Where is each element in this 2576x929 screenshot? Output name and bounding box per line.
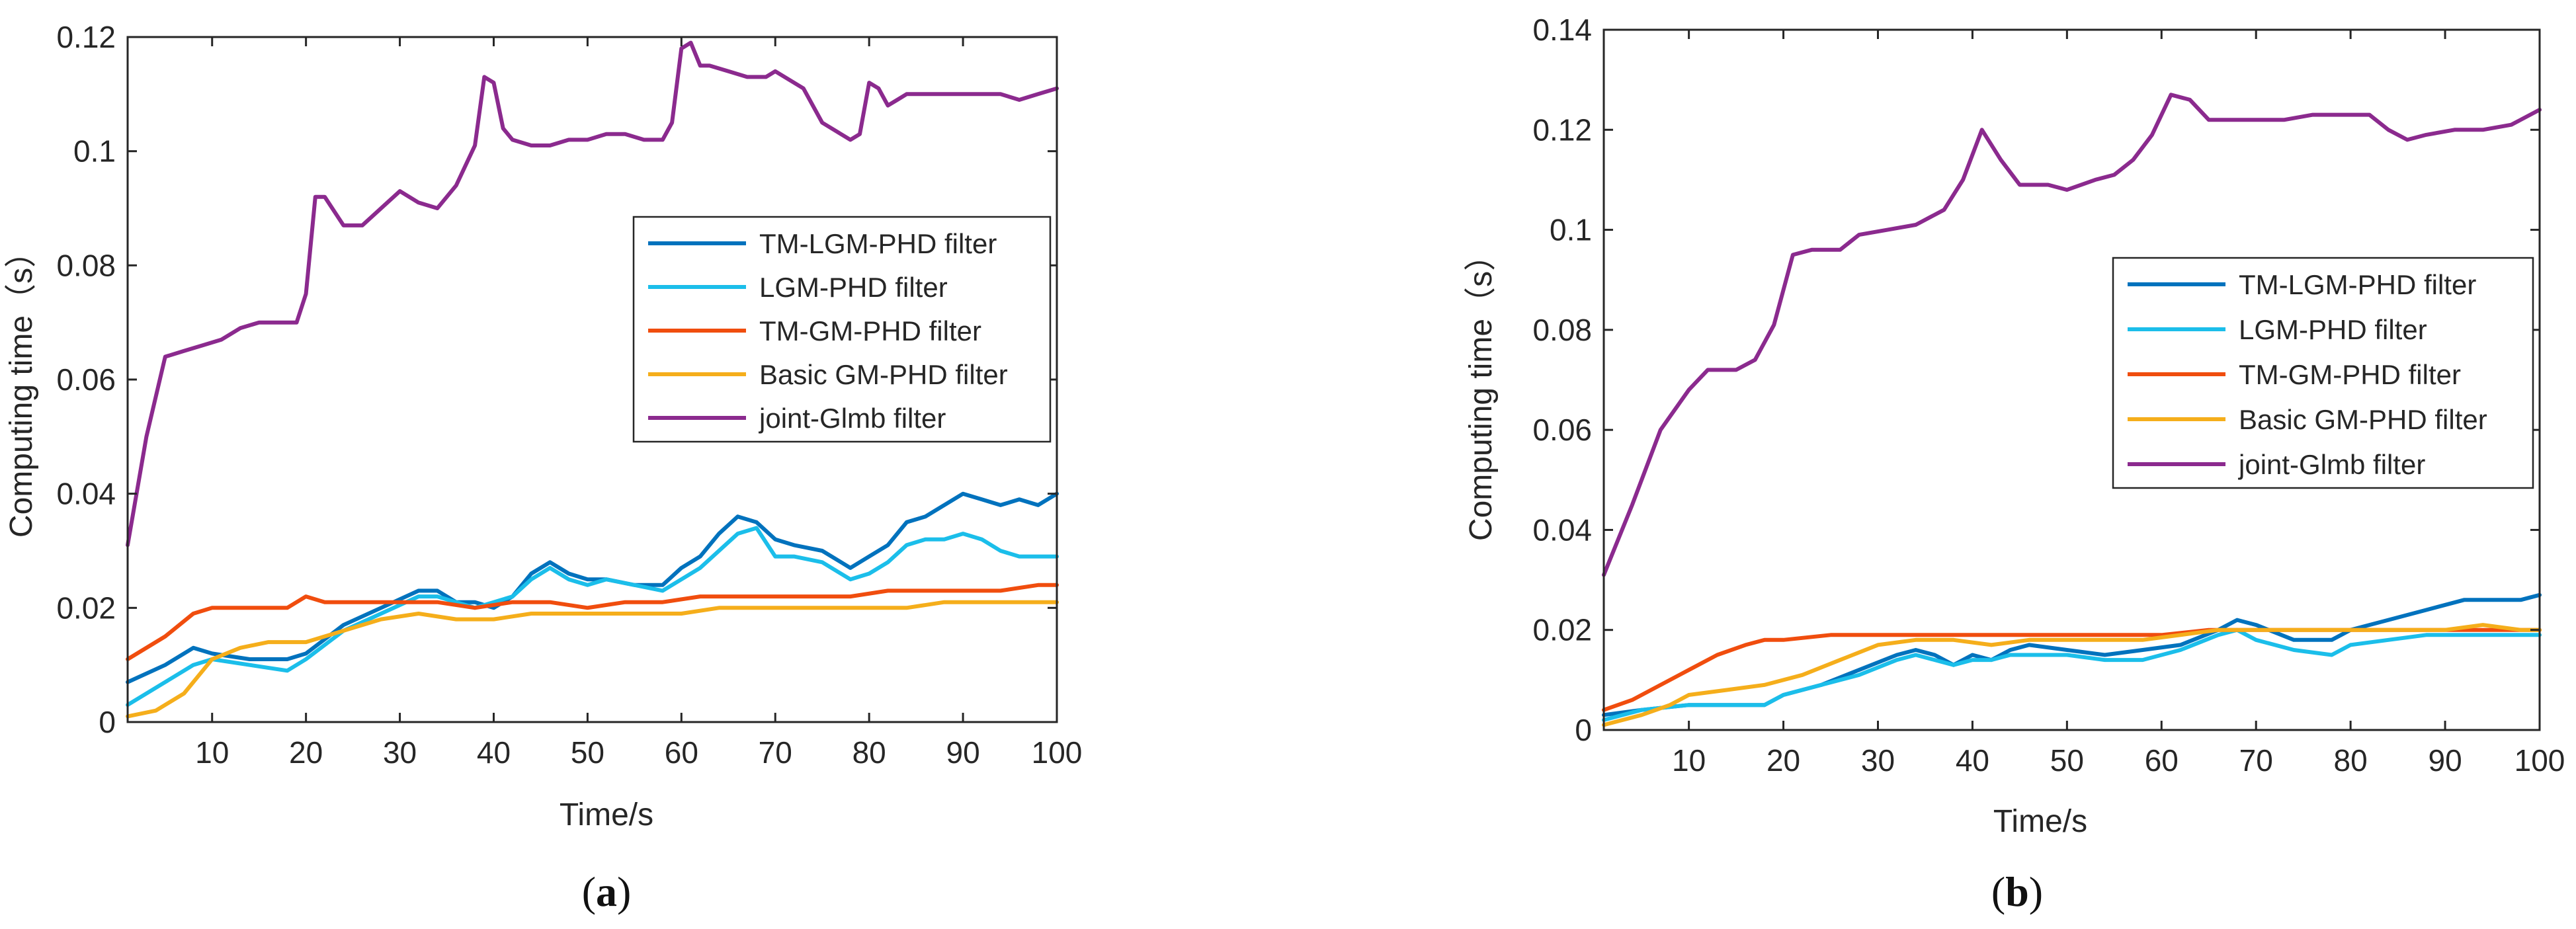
x-tick-label-b: 70 [2239,743,2273,778]
x-tick-label-b: 50 [2050,743,2084,778]
x-tick-label-b: 20 [1766,743,1800,778]
y-tick-label-a: 0.12 [56,20,116,54]
y-tick-label-b: 0 [1575,713,1592,747]
panel-label-b: b [2005,868,2029,915]
panel-caption-a: (a) [582,868,632,915]
legend-entry-a-1: TM-LGM-PHD filter [759,228,997,259]
legend-entry-b-3: TM-GM-PHD filter [2239,359,2461,390]
plot-frame-b [1602,28,2541,731]
y-tick-label-b: 0.12 [1532,112,1592,147]
series-line-a-1 [126,491,1059,684]
x-tick-label-a: 60 [665,735,698,770]
series-line-a-3 [126,583,1059,661]
legend-entry-b-4: Basic GM-PHD filter [2239,404,2487,435]
x-tick-label-a: 40 [477,735,511,770]
x-tick-label-b: 30 [1861,743,1895,778]
x-tick-label-b: 90 [2428,743,2462,778]
x-tick-label-a: 10 [195,735,229,770]
y-tick-label-b: 0.04 [1532,512,1592,547]
panel-label-a: a [596,868,617,915]
x-tick-label-a: 90 [946,735,979,770]
y-tick-label-b: 0.06 [1532,413,1592,447]
y-tick-label-a: 0.04 [56,477,116,511]
legend-entry-a-2: LGM-PHD filter [759,272,948,303]
series-line-b-4 [1602,623,2542,727]
y-tick-label-a: 0.1 [73,134,116,169]
y-axis-label-a: Computing time（s） [4,236,39,538]
series-line-b-2 [1602,627,2542,722]
y-tick-label-a: 0.02 [56,590,116,625]
plot-frame-a [126,36,1058,723]
x-tick-label-b: 60 [2145,743,2179,778]
x-tick-label-b: 100 [2514,743,2565,778]
legend-entry-b-1: TM-LGM-PHD filter [2239,269,2476,300]
y-tick-label-a: 0 [99,705,116,739]
y-tick-label-b: 0.1 [1550,213,1592,247]
legend-entry-b-5: joint-Glmb filter [2237,449,2425,480]
series-line-a-4 [126,600,1059,719]
series-line-b-3 [1602,627,2542,712]
panel-a: Computing time（s） Time/s 10 20 30 40 50 60 70 8… [4,20,1082,915]
x-tick-label-b: 10 [1672,743,1706,778]
legend-entry-a-5: joint-Glmb filter [758,403,946,434]
y-tick-label-b: 0.08 [1532,313,1592,347]
series-line-a-5 [126,40,1059,547]
y-tick-label-a: 0.08 [56,248,116,282]
legend-a: TM-LGM-PHD filter LGM-PHD filter TM-GM-PHD… [632,216,1052,443]
series-line-b-5 [1602,93,2542,577]
panel-caption-b: (b) [1991,868,2043,915]
x-tick-label-a: 100 [1032,735,1083,770]
x-tick-label-b: 40 [1956,743,1989,778]
y-axis-label-b: Computing time（s） [1464,239,1499,541]
legend-entry-b-2: LGM-PHD filter [2239,314,2427,345]
x-tick-label-a: 80 [852,735,886,770]
x-tick-label-a: 30 [383,735,417,770]
x-tick-label-a: 20 [289,735,323,770]
y-tick-label-b: 0.14 [1532,13,1592,47]
x-axis-label-b: Time/s [1993,804,2087,839]
legend-b: TM-LGM-PHD filter LGM-PHD filter TM-GM-PHD… [2112,257,2534,489]
panel-b: Computing time（s） Time/s 10 20 30 40 50 60 70 8… [1464,13,2565,915]
series-line-a-2 [126,526,1059,707]
legend-entry-a-3: TM-GM-PHD filter [759,315,981,346]
x-tick-label-a: 50 [571,735,604,770]
x-axis-label-a: Time/s [560,797,653,832]
legend-entry-a-4: Basic GM-PHD filter [759,359,1008,390]
x-tick-label-a: 70 [759,735,792,770]
x-tick-label-b: 80 [2334,743,2368,778]
y-tick-label-b: 0.02 [1532,613,1592,647]
y-tick-label-a: 0.06 [56,362,116,397]
